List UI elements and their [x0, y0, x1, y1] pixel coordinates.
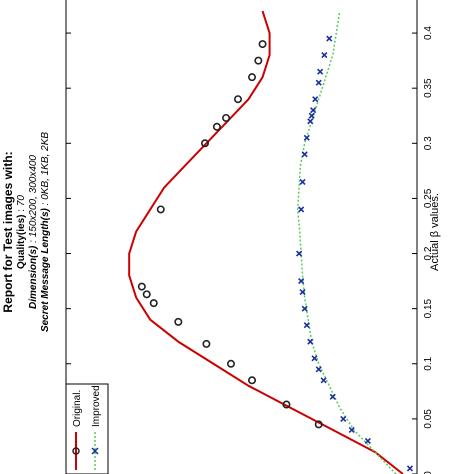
data-point-improved — [326, 35, 333, 42]
subtitle-line-dimension: Dimension(s) : 150x200, 300x400 — [28, 155, 39, 309]
data-point-original — [156, 205, 165, 214]
x-tick-label: 0.35 — [423, 78, 434, 98]
data-point-original — [248, 376, 257, 385]
data-point-original — [222, 113, 231, 122]
x-tick-label: 0.4 — [423, 26, 434, 40]
data-point-original — [202, 339, 211, 348]
data-point-improved — [299, 289, 306, 296]
x-tick-label: 0.25 — [423, 188, 434, 208]
series-layer — [128, 10, 414, 474]
data-point-improved — [310, 107, 317, 114]
chart-title: Report for Test images with: — [1, 151, 15, 312]
data-point-improved — [312, 96, 319, 103]
x-tick-label: 0.05 — [423, 409, 434, 429]
data-point-improved — [340, 415, 347, 422]
legend-label-improved: Improved. — [91, 383, 102, 427]
data-point-improved — [320, 377, 327, 384]
legend-box — [65, 383, 109, 474]
data-point-improved — [307, 338, 314, 345]
data-point-improved — [295, 250, 303, 257]
data-point-improved — [406, 465, 414, 472]
x-axis-ticks: 0 0.05 0.1 0.15 0.2 0.25 0.3 0.35 0.4 — [66, 26, 434, 474]
x-tick-label: 0 — [423, 471, 434, 474]
data-point-improved — [301, 151, 308, 158]
data-point-original — [248, 73, 257, 82]
x-tick-label: 0.2 — [423, 246, 434, 260]
plot-area — [65, 0, 418, 474]
data-point-improved — [308, 112, 315, 119]
legend-label-original: Original. — [72, 390, 83, 427]
data-point-improved — [298, 206, 305, 213]
legend-entry-original: Original. — [72, 390, 83, 470]
legend-marker-original — [72, 447, 80, 455]
data-point-original — [142, 290, 151, 299]
subtitle-line-message-length: Secret Message Length(s) : 0KB, 1KB, 2KB — [40, 132, 51, 332]
data-point-original — [314, 420, 323, 429]
data-point-original — [282, 400, 291, 409]
data-point-improved — [303, 134, 310, 141]
data-point-improved — [307, 118, 314, 125]
x-tick-label: 0.15 — [423, 298, 434, 318]
legend-marker-improved — [91, 447, 99, 455]
data-point-improved — [303, 322, 310, 329]
data-point-original — [212, 122, 221, 131]
data-point-original — [226, 359, 235, 368]
data-point-improved — [301, 305, 308, 312]
data-point-improved — [321, 52, 328, 59]
data-point-original — [258, 40, 267, 49]
data-point-improved — [315, 79, 322, 86]
data-point-improved — [364, 437, 371, 444]
data-point-original — [137, 282, 146, 291]
data-point-improved — [299, 178, 306, 185]
data-point-improved — [315, 366, 322, 373]
legend: Original. Improved. — [65, 383, 109, 474]
data-point-original — [200, 139, 209, 148]
x-tick-label: 0.1 — [423, 356, 434, 370]
data-point-improved — [311, 355, 318, 362]
data-point-improved — [317, 68, 324, 75]
data-point-improved — [348, 426, 355, 433]
data-point-original — [149, 299, 158, 308]
x-tick-label: 0.3 — [423, 136, 434, 150]
data-point-original — [174, 317, 183, 326]
chart-title-block: Report for Test images with: Quality(ies… — [1, 132, 51, 332]
data-point-improved — [298, 278, 305, 285]
legend-entry-improved: Improved. — [91, 383, 102, 470]
subtitle-line-quality: Quality(ies) : 70 — [16, 195, 27, 269]
data-point-original — [254, 56, 263, 65]
data-point-improved — [329, 393, 336, 400]
data-point-original — [233, 95, 242, 104]
series-line-improved — [296, 10, 397, 474]
x-axis-label: Actual β values. — [429, 193, 441, 271]
series-line-original — [128, 10, 404, 474]
